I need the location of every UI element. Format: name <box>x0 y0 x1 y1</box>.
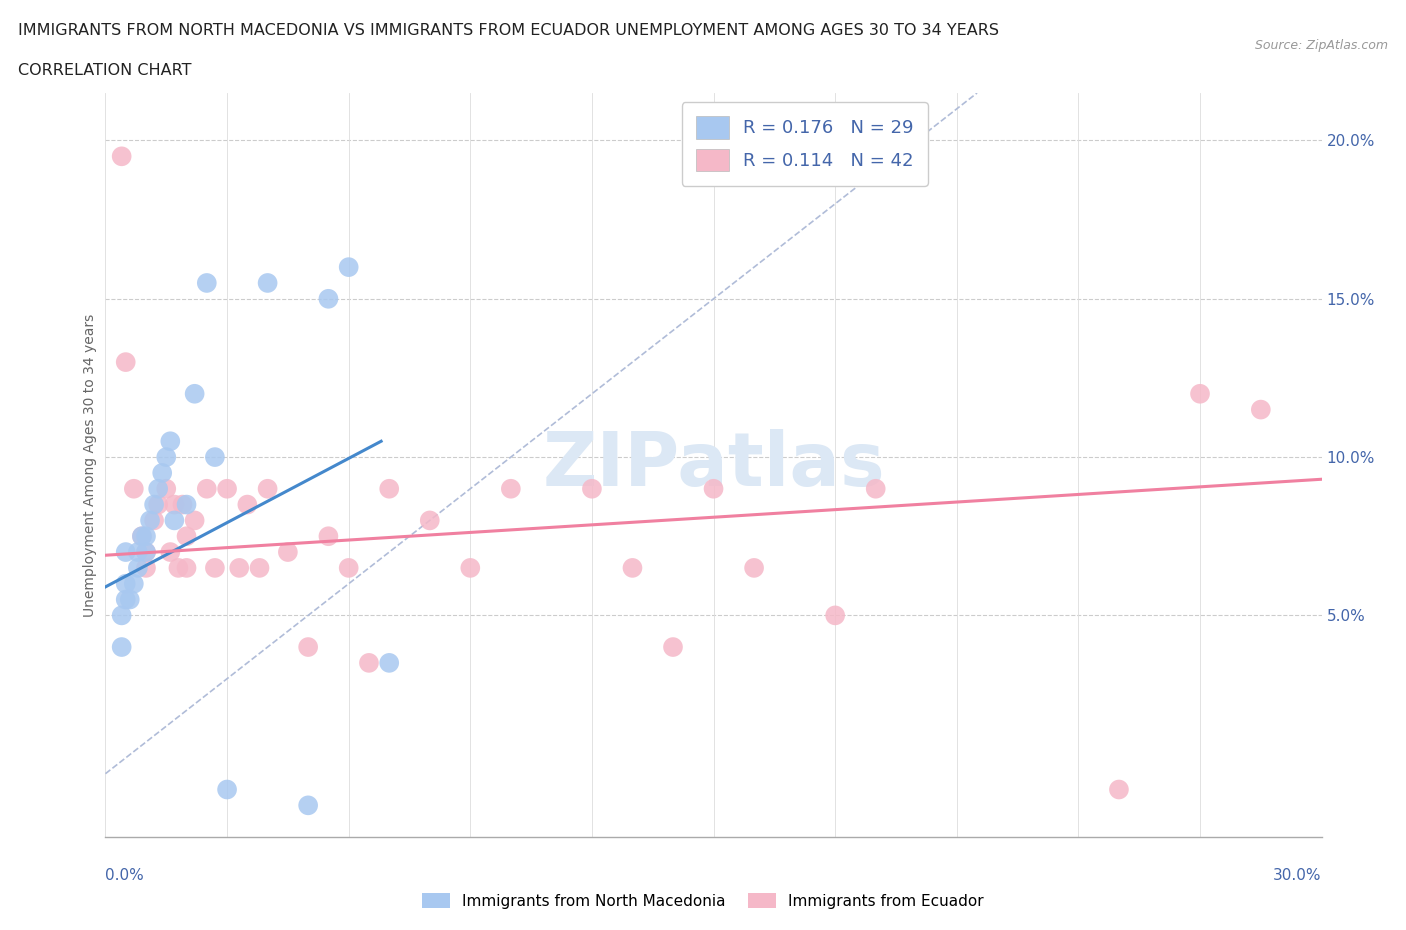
Point <box>742 561 765 576</box>
Point <box>297 640 319 655</box>
Point <box>1250 402 1272 417</box>
Point <box>135 529 157 544</box>
Point <box>621 561 644 576</box>
Point <box>131 529 153 544</box>
Point <box>581 482 603 497</box>
Point <box>1108 782 1130 797</box>
Point <box>163 513 186 528</box>
Point <box>318 291 340 306</box>
Point <box>217 782 239 797</box>
Point <box>297 798 319 813</box>
Point <box>155 482 177 497</box>
Point <box>378 656 401 671</box>
Point <box>195 275 218 290</box>
Point <box>337 561 360 576</box>
Point <box>139 513 162 528</box>
Point <box>249 561 271 576</box>
Point <box>167 561 190 576</box>
Text: ZIPatlas: ZIPatlas <box>543 429 884 501</box>
Point <box>150 466 173 481</box>
Point <box>155 449 177 464</box>
Point <box>865 482 887 497</box>
Point <box>163 498 186 512</box>
Point <box>122 577 145 591</box>
Point <box>499 482 522 497</box>
Point <box>824 608 846 623</box>
Point <box>236 498 259 512</box>
Point <box>159 433 181 448</box>
Point <box>183 513 205 528</box>
Point <box>114 592 136 607</box>
Point <box>131 529 153 544</box>
Text: CORRELATION CHART: CORRELATION CHART <box>18 63 191 78</box>
Point <box>135 561 157 576</box>
Legend: R = 0.176   N = 29, R = 0.114   N = 42: R = 0.176 N = 29, R = 0.114 N = 42 <box>682 102 928 186</box>
Text: 30.0%: 30.0% <box>1274 868 1322 883</box>
Point <box>176 498 198 512</box>
Point <box>217 482 239 497</box>
Point <box>357 656 380 671</box>
Point <box>114 577 136 591</box>
Y-axis label: Unemployment Among Ages 30 to 34 years: Unemployment Among Ages 30 to 34 years <box>83 313 97 617</box>
Point <box>127 545 149 560</box>
Point <box>662 640 685 655</box>
Point <box>458 561 481 576</box>
Point <box>159 545 181 560</box>
Point <box>111 608 134 623</box>
Point <box>419 513 441 528</box>
Point <box>146 498 169 512</box>
Point <box>135 545 157 560</box>
Point <box>228 561 250 576</box>
Text: 0.0%: 0.0% <box>105 868 145 883</box>
Point <box>135 545 157 560</box>
Point <box>143 498 166 512</box>
Point <box>702 482 725 497</box>
Point <box>143 513 166 528</box>
Point <box>111 640 134 655</box>
Point <box>378 482 401 497</box>
Text: Source: ZipAtlas.com: Source: ZipAtlas.com <box>1254 39 1388 52</box>
Point <box>318 529 340 544</box>
Point <box>172 498 194 512</box>
Point <box>1189 386 1212 401</box>
Point <box>122 482 145 497</box>
Point <box>337 259 360 274</box>
Point <box>256 275 278 290</box>
Text: IMMIGRANTS FROM NORTH MACEDONIA VS IMMIGRANTS FROM ECUADOR UNEMPLOYMENT AMONG AG: IMMIGRANTS FROM NORTH MACEDONIA VS IMMIG… <box>18 23 1000 38</box>
Point <box>183 386 205 401</box>
Point <box>204 449 226 464</box>
Point <box>146 482 169 497</box>
Point <box>176 561 198 576</box>
Point <box>114 354 136 369</box>
Point <box>127 561 149 576</box>
Point <box>111 149 134 164</box>
Point <box>114 545 136 560</box>
Legend: Immigrants from North Macedonia, Immigrants from Ecuador: Immigrants from North Macedonia, Immigra… <box>416 886 990 915</box>
Point <box>118 592 141 607</box>
Point <box>176 529 198 544</box>
Point <box>277 545 299 560</box>
Point <box>256 482 278 497</box>
Point <box>195 482 218 497</box>
Point <box>204 561 226 576</box>
